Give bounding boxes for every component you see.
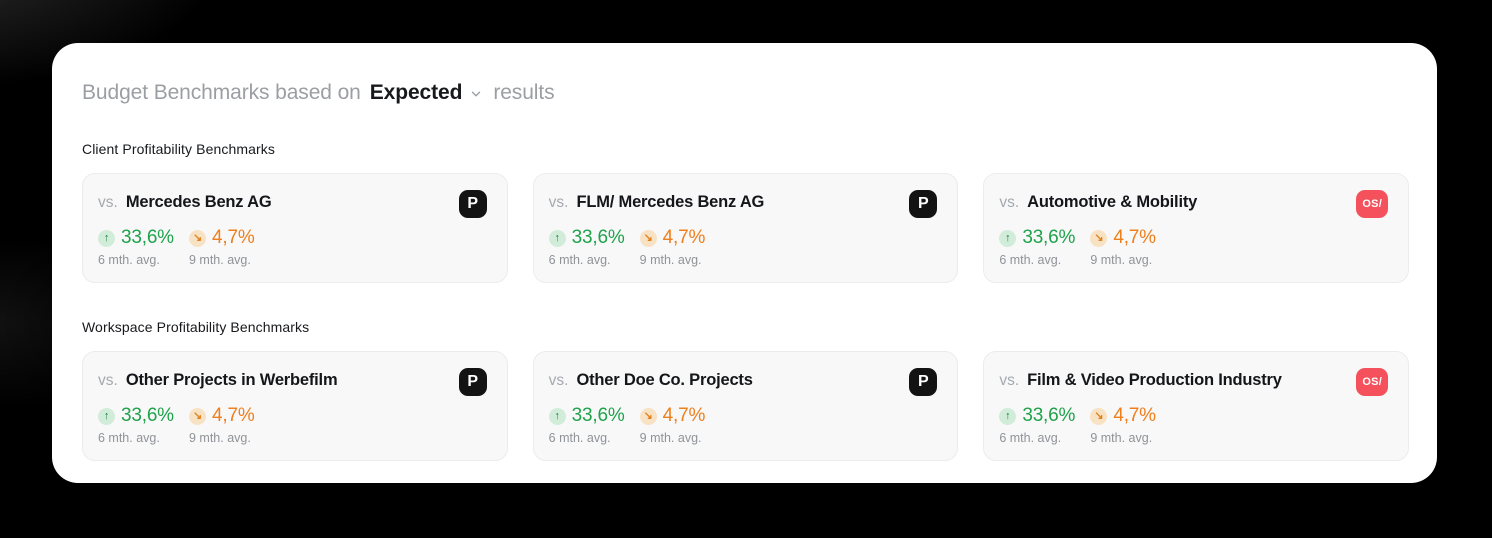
arrow-up-icon: ↑ (98, 229, 115, 247)
section-label-workspace-profitability: Workspace Profitability Benchmarks (82, 319, 310, 335)
stat-positive: ↑ 33,6% 6 mth. avg. (548, 227, 640, 267)
stat-negative-label: 9 mth. avg. (1090, 253, 1153, 267)
vs-label: vs. (999, 372, 1020, 389)
benchmark-title: vs. Mercedes Benz AG (98, 193, 487, 212)
benchmark-stats: ↑ 33,6% 6 mth. avg. ↘ 4,7% 9 mth. avg. (999, 227, 1388, 267)
vs-label: vs. (999, 194, 1020, 211)
title-prefix: Budget Benchmarks based on (82, 81, 361, 104)
results-type-value: Expected (369, 81, 463, 104)
chevron-down-icon (469, 87, 483, 101)
arrow-up-icon: ↑ (548, 407, 566, 425)
benchmark-card-other-doe-co-projects[interactable]: vs. Other Doe Co. Projects P ↑ 33,6% 6 mt… (532, 351, 959, 461)
stat-negative-value: 4,7% (662, 405, 706, 426)
stat-positive: ↑ 33,6% 6 mth. avg. (548, 405, 640, 445)
stat-positive: ↑ 33,6% 6 mth. avg. (999, 227, 1090, 267)
stat-negative: ↘ 4,7% 9 mth. avg. (1090, 405, 1156, 445)
arrow-down-right-icon: ↘ (189, 229, 206, 247)
stat-negative-label: 9 mth. avg. (189, 431, 251, 445)
benchmark-title: vs. Film & Video Production Industry (999, 371, 1388, 390)
benchmark-stats: ↑ 33,6% 6 mth. avg. ↘ 4,7% 9 mth. avg. (548, 227, 938, 267)
stat-positive-value: 33,6% (121, 405, 174, 426)
benchmark-name: Automotive & Mobility (1027, 193, 1198, 211)
benchmark-stats: ↑ 33,6% 6 mth. avg. ↘ 4,7% 9 mth. avg. (98, 405, 487, 445)
stat-positive: ↑ 33,6% 6 mth. avg. (98, 405, 189, 445)
benchmark-name: Other Projects in Werbefilm (125, 371, 338, 389)
vs-label: vs. (98, 372, 118, 389)
stat-positive: ↑ 33,6% 6 mth. avg. (999, 405, 1090, 445)
benchmark-title: vs. Other Doe Co. Projects (549, 371, 938, 390)
stat-negative-label: 9 mth. avg. (189, 253, 251, 267)
benchmark-stats: ↑ 33,6% 6 mth. avg. ↘ 4,7% 9 mth. avg. (999, 405, 1388, 445)
stat-negative: ↘ 4,7% 9 mth. avg. (189, 227, 255, 267)
arrow-up-icon: ↑ (98, 407, 115, 425)
benchmark-card-film-video-production-industry[interactable]: vs. Film & Video Production Industry OS/… (983, 351, 1409, 461)
stat-positive-value: 33,6% (121, 227, 174, 248)
arrow-down-right-icon: ↘ (639, 229, 657, 247)
productive-logo-badge: P (458, 368, 487, 396)
stat-negative-value: 4,7% (212, 227, 255, 248)
stat-negative-label: 9 mth. avg. (639, 253, 702, 267)
benchmark-title: vs. FLM/ Mercedes Benz AG (549, 193, 938, 212)
title-suffix: results (493, 81, 555, 104)
benchmark-title: vs. Other Projects in Werbefilm (98, 371, 487, 390)
section-label-client-profitability: Client Profitability Benchmarks (82, 141, 275, 157)
benchmark-name: Mercedes Benz AG (125, 193, 272, 211)
stat-positive-value: 33,6% (1022, 227, 1076, 248)
stat-negative-label: 9 mth. avg. (639, 431, 702, 445)
stat-negative-label: 9 mth. avg. (1090, 431, 1153, 445)
arrow-up-icon: ↑ (548, 229, 566, 247)
benchmark-name: FLM/ Mercedes Benz AG (576, 193, 765, 211)
stat-negative: ↘ 4,7% 9 mth. avg. (639, 405, 706, 445)
productive-logo-badge: P (909, 368, 938, 396)
workspace-benchmarks-row: vs. Other Projects in Werbefilm P ↑ 33,6%… (82, 351, 1409, 461)
stat-positive-label: 6 mth. avg. (548, 431, 611, 445)
stat-negative: ↘ 4,7% 9 mth. avg. (189, 405, 255, 445)
page-title: Budget Benchmarks based on Expected resu… (82, 80, 1409, 105)
arrow-up-icon: ↑ (999, 229, 1017, 247)
os-logo-badge: OS/ (1356, 368, 1388, 396)
stat-positive-value: 33,6% (1022, 405, 1076, 426)
results-type-dropdown[interactable]: Expected (370, 80, 491, 105)
os-logo-badge: OS/ (1356, 190, 1388, 218)
arrow-down-right-icon: ↘ (1090, 407, 1108, 425)
stat-negative: ↘ 4,7% 9 mth. avg. (1090, 227, 1156, 267)
vs-label: vs. (548, 372, 569, 389)
vs-label: vs. (98, 194, 118, 211)
benchmark-card-flm-mercedes-benz-ag[interactable]: vs. FLM/ Mercedes Benz AG P ↑ 33,6% 6 mth… (532, 173, 959, 283)
stat-negative-value: 4,7% (1113, 227, 1156, 248)
stat-negative-value: 4,7% (1113, 405, 1156, 426)
productive-logo-badge: P (458, 190, 487, 218)
benchmark-name: Film & Video Production Industry (1027, 371, 1282, 389)
stat-positive-label: 6 mth. avg. (999, 253, 1062, 267)
client-benchmarks-row: vs. Mercedes Benz AG P ↑ 33,6% 6 mth. avg… (82, 173, 1409, 283)
benchmark-card-automotive-mobility[interactable]: vs. Automotive & Mobility OS/ ↑ 33,6% 6 m… (983, 173, 1409, 283)
benchmark-card-other-projects-werbefilm[interactable]: vs. Other Projects in Werbefilm P ↑ 33,6%… (82, 351, 508, 461)
arrow-down-right-icon: ↘ (189, 407, 206, 425)
productive-logo-badge: P (909, 190, 938, 218)
arrow-down-right-icon: ↘ (639, 407, 657, 425)
stat-positive-value: 33,6% (571, 405, 625, 426)
arrow-up-icon: ↑ (999, 407, 1017, 425)
benchmark-stats: ↑ 33,6% 6 mth. avg. ↘ 4,7% 9 mth. avg. (98, 227, 487, 267)
benchmark-name: Other Doe Co. Projects (576, 371, 753, 389)
vs-label: vs. (548, 194, 569, 211)
stat-positive-label: 6 mth. avg. (98, 253, 160, 267)
budget-benchmarks-panel: Budget Benchmarks based on Expected resu… (52, 43, 1437, 483)
stat-negative-value: 4,7% (662, 227, 706, 248)
benchmark-card-mercedes-benz-ag[interactable]: vs. Mercedes Benz AG P ↑ 33,6% 6 mth. avg… (82, 173, 508, 283)
stat-positive: ↑ 33,6% 6 mth. avg. (98, 227, 189, 267)
stat-positive-label: 6 mth. avg. (548, 253, 611, 267)
stat-negative: ↘ 4,7% 9 mth. avg. (639, 227, 706, 267)
benchmark-stats: ↑ 33,6% 6 mth. avg. ↘ 4,7% 9 mth. avg. (548, 405, 938, 445)
stat-positive-label: 6 mth. avg. (999, 431, 1062, 445)
stat-positive-label: 6 mth. avg. (98, 431, 160, 445)
stat-negative-value: 4,7% (212, 405, 255, 426)
arrow-down-right-icon: ↘ (1090, 229, 1108, 247)
benchmark-title: vs. Automotive & Mobility (999, 193, 1388, 212)
stat-positive-value: 33,6% (571, 227, 625, 248)
